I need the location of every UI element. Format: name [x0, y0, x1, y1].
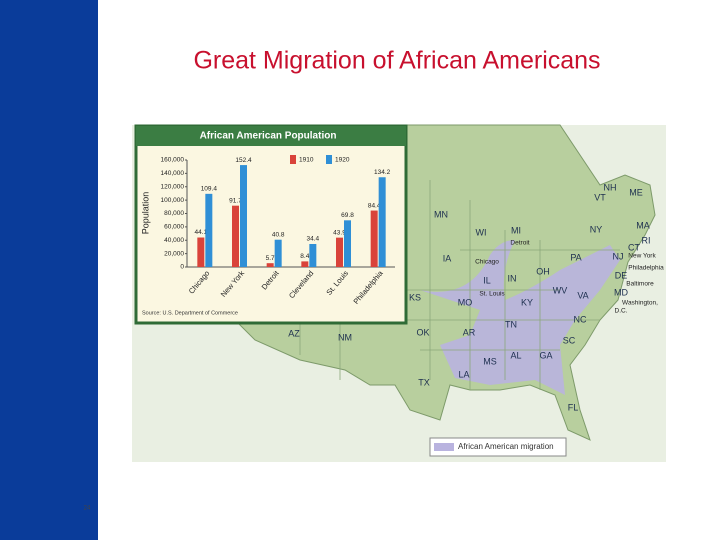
value-label: 109.4	[201, 186, 218, 193]
map-label: KY	[521, 297, 533, 307]
map-label: TN	[505, 319, 517, 329]
map-label: Philadelphia	[628, 265, 664, 272]
bar	[274, 239, 282, 267]
bar	[301, 261, 309, 267]
map-label: PA	[570, 252, 581, 262]
map-label: FL	[568, 402, 579, 412]
bar	[232, 205, 239, 267]
y-tick-label: 0	[180, 264, 184, 271]
bar	[266, 263, 274, 267]
map-label: New York	[628, 253, 656, 260]
y-tick-label: 40,000	[164, 237, 184, 244]
y-tick-label: 100,000	[161, 197, 185, 204]
map-label: Baltimore	[626, 281, 654, 288]
legend-swatch	[326, 155, 332, 164]
y-tick-label: 20,000	[164, 250, 184, 257]
value-label: 44.1	[195, 229, 208, 236]
value-label: 134.2	[374, 169, 391, 176]
map-label: LA	[458, 369, 469, 379]
y-tick-label: 60,000	[164, 224, 184, 231]
value-label: 8.4	[300, 253, 309, 260]
bar	[197, 237, 205, 267]
map-label: GA	[539, 350, 552, 360]
state-lines	[299, 180, 620, 390]
map-label: DE	[615, 270, 628, 280]
map-label: NJ	[613, 251, 624, 261]
map-label: St. Louis	[479, 291, 505, 298]
legend-label: 1920	[335, 157, 350, 164]
map-label: MN	[434, 209, 448, 219]
map-label: IA	[443, 253, 452, 263]
chart-source: Source: U.S. Department of Commerce	[142, 310, 238, 316]
bar	[240, 165, 247, 267]
map-legend-swatch	[434, 443, 454, 451]
map-label: WV	[553, 285, 568, 295]
map-label: CT	[628, 242, 640, 252]
y-axis-label: Population	[140, 192, 150, 235]
value-label: 40.8	[272, 231, 285, 238]
map-label: NH	[604, 182, 617, 192]
y-tick-label: 120,000	[161, 183, 185, 190]
map-label: OK	[416, 327, 429, 337]
map-label: SC	[563, 335, 576, 345]
map-label: ME	[629, 187, 643, 197]
bar	[370, 210, 378, 267]
bar	[378, 177, 386, 267]
map-label: VA	[577, 290, 588, 300]
map-legend	[429, 437, 567, 457]
map-label: AZ	[288, 328, 300, 338]
bar	[205, 193, 213, 267]
legend-label: 1910	[299, 157, 314, 164]
map-label: VT	[594, 192, 606, 202]
value-label: 5.7	[266, 255, 275, 262]
side-bar	[0, 0, 98, 540]
bar	[309, 243, 317, 267]
map-label: IN	[508, 273, 517, 283]
chart-header	[136, 126, 406, 146]
map-label: OH	[536, 266, 550, 276]
value-label: 91.7	[229, 197, 242, 204]
map-label: MS	[483, 356, 497, 366]
map-label: AL	[510, 350, 521, 360]
value-label: 43.9	[333, 229, 346, 236]
map-label: Washington,	[622, 300, 658, 307]
value-label: 84.4	[368, 202, 381, 209]
bar	[336, 237, 343, 267]
map-label: MA	[636, 220, 650, 230]
inset-chart: African American Population Population S…	[134, 124, 408, 325]
map-label: MI	[511, 225, 521, 235]
map-label: Detroit	[510, 240, 529, 247]
map-label: NY	[590, 224, 603, 234]
bar	[344, 220, 351, 267]
value-label: 34.4	[307, 236, 320, 243]
chart-frame	[134, 124, 408, 325]
map-label: KS	[409, 292, 421, 302]
map-label: WI	[476, 227, 487, 237]
slide-number: 24	[84, 506, 91, 512]
legend-swatch	[290, 155, 296, 164]
y-tick-label: 140,000	[161, 170, 185, 177]
value-label: 152.4	[235, 157, 252, 164]
map-label: AR	[463, 327, 476, 337]
map-label: MD	[614, 287, 628, 297]
map-label: RI	[642, 235, 651, 245]
map-label: NC	[574, 314, 587, 324]
map-legend-label: African American migration	[458, 442, 554, 451]
slide-title: Great Migration of African Americans	[193, 47, 600, 75]
map-label: Chicago	[475, 259, 499, 266]
y-tick-label: 80,000	[164, 210, 184, 217]
map-label: D.C.	[615, 308, 628, 315]
map-label: TX	[418, 377, 430, 387]
map-label: NM	[338, 332, 352, 342]
value-label: 69.8	[341, 212, 354, 219]
y-tick-label: 160,000	[161, 157, 185, 164]
map-label: MO	[458, 297, 473, 307]
map-label: IL	[483, 275, 491, 285]
chart-title: African American Population	[200, 131, 337, 142]
